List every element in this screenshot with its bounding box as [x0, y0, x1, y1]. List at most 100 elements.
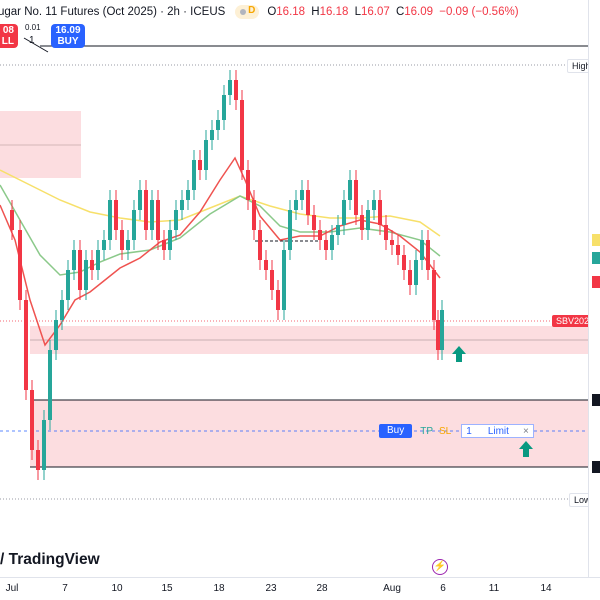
data-status-badge[interactable]: D — [235, 5, 260, 19]
time-tick: 28 — [316, 583, 328, 594]
candlesticks — [10, 70, 444, 480]
price-change: −0.09 (−0.56%) — [439, 6, 519, 18]
zone-scale-tag — [592, 394, 600, 406]
candle-body — [10, 210, 14, 230]
candle-body — [198, 160, 202, 170]
candle-body — [78, 250, 82, 290]
time-tick: Aug — [383, 583, 401, 594]
candle-body — [324, 240, 328, 250]
candle-body — [72, 250, 76, 270]
candle-body — [144, 190, 148, 230]
candle-body — [18, 230, 22, 300]
buy-button[interactable]: 16.09 BUY — [51, 24, 85, 48]
candle-body — [114, 200, 118, 230]
candle-body — [60, 300, 64, 320]
candle-body — [288, 210, 292, 250]
candle-body — [102, 240, 106, 250]
candle-body — [216, 120, 220, 130]
ma-yellow-scale-tag — [592, 234, 600, 246]
candle-body — [90, 260, 94, 270]
candle-body — [30, 390, 34, 450]
candle-body — [234, 80, 238, 100]
candle-body — [312, 215, 316, 230]
candle-body — [228, 80, 232, 95]
time-tick: 15 — [161, 583, 173, 594]
candle-body — [264, 260, 268, 270]
up-arrow-icon — [452, 346, 466, 362]
candle-body — [204, 140, 208, 170]
candle-body — [66, 270, 70, 300]
candle-body — [294, 200, 298, 210]
candle-body — [192, 160, 196, 190]
symbol-title[interactable]: ugar No. 11 Futures (Oct 2025) · 2h · IC… — [0, 6, 226, 18]
sell-button[interactable]: 08 LL — [0, 24, 18, 48]
order-type[interactable]: Limit — [487, 425, 509, 437]
order-buy-button[interactable]: Buy — [379, 424, 413, 438]
candle-body — [42, 420, 46, 470]
candle-body — [348, 180, 352, 200]
time-tick: 10 — [111, 583, 123, 594]
chart-header: ugar No. 11 Futures (Oct 2025) · 2h · IC… — [0, 0, 600, 24]
candle-body — [36, 450, 40, 470]
time-tick: Jul — [5, 583, 19, 594]
candle-body — [156, 200, 160, 240]
time-tick: 23 — [265, 583, 277, 594]
candle-body — [436, 320, 440, 350]
candle-body — [318, 230, 322, 240]
time-tick: 11 — [488, 583, 500, 594]
candle-body — [276, 290, 280, 310]
quantity-value[interactable]: 1 — [29, 35, 35, 46]
time-tick: 18 — [213, 583, 225, 594]
candle-body — [54, 320, 58, 350]
candle-body — [420, 240, 424, 260]
candle-body — [414, 260, 418, 285]
time-axis[interactable]: Jul 7 10 15 18 23 28 Aug 6 11 14 — [0, 577, 600, 600]
order-toolbar: Buy TP SL 1 Limit × — [379, 424, 534, 438]
order-quantity[interactable]: 1 — [466, 425, 472, 437]
candle-body — [180, 200, 184, 210]
price-chart[interactable] — [0, 0, 600, 577]
take-profit-button[interactable]: TP — [420, 425, 434, 437]
candle-body — [210, 130, 214, 140]
supply-zone-upper — [0, 111, 81, 178]
ma-fast-red — [0, 156, 441, 347]
time-tick: 6 — [440, 583, 446, 594]
close-icon[interactable]: × — [522, 425, 529, 437]
candle-body — [270, 270, 274, 290]
flash-icon[interactable]: ⚡ — [432, 559, 448, 575]
candle-body — [354, 180, 358, 215]
candle-body — [342, 200, 346, 225]
candle-body — [330, 235, 334, 250]
tradingview-logo[interactable]: / TradingView — [0, 551, 100, 568]
candle-body — [396, 245, 400, 255]
candle-body — [408, 270, 412, 285]
candle-body — [432, 270, 436, 320]
price-scale[interactable] — [588, 0, 600, 577]
spread-value: 0.01 — [25, 23, 41, 32]
up-arrow-icon — [519, 441, 533, 457]
candle-body — [360, 215, 364, 230]
candle-body — [132, 210, 136, 240]
candle-body — [306, 190, 310, 215]
candle-body — [174, 210, 178, 230]
ma-slow-yellow — [0, 169, 441, 237]
time-tick: 7 — [62, 583, 68, 594]
zone-scale-tag — [592, 461, 600, 473]
candle-body — [366, 210, 370, 230]
candle-body — [24, 300, 28, 390]
candle-body — [252, 200, 256, 230]
stop-loss-button[interactable]: SL — [439, 425, 452, 437]
candle-body — [240, 100, 244, 170]
candle-body — [440, 310, 444, 350]
order-details[interactable]: 1 Limit × — [461, 424, 534, 438]
candle-body — [108, 200, 112, 240]
candle-body — [246, 170, 250, 200]
ma-red-scale-tag — [592, 276, 600, 288]
candle-body — [96, 250, 100, 270]
candle-body — [378, 200, 382, 225]
sbv-label: SBV2025 — [552, 315, 599, 327]
candle-body — [258, 230, 262, 260]
candle-body — [222, 95, 226, 120]
candle-body — [150, 200, 154, 230]
candle-body — [48, 350, 52, 420]
